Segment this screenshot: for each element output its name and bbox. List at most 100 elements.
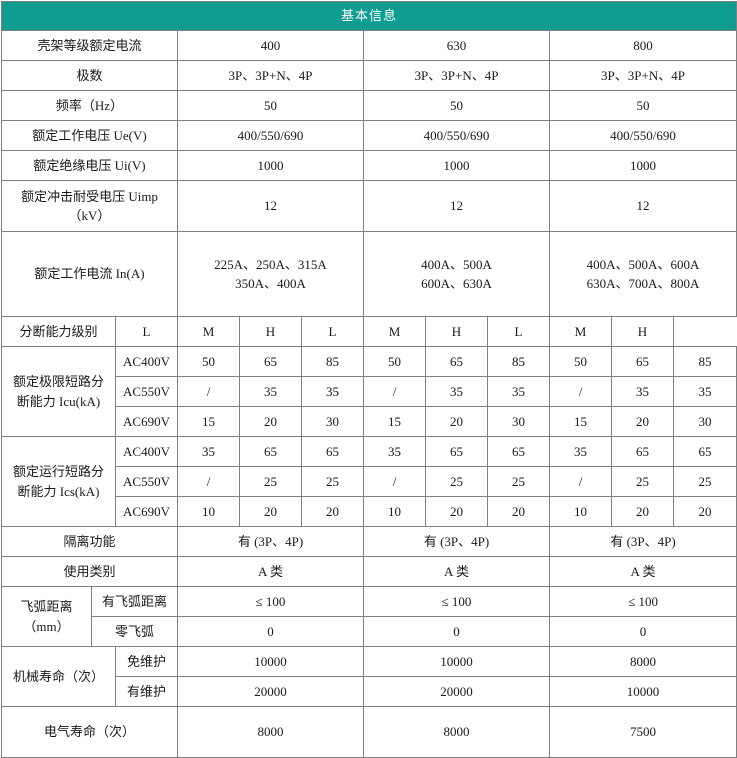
- row-label-frequency: 频率（Hz）: [1, 90, 178, 121]
- cell-icu-ac400v-800-L: 50: [549, 346, 612, 377]
- cell-icu-ac550v-400-H: 35: [301, 376, 364, 407]
- row-label-icu-line2: 断能力 Icu(kA): [16, 393, 101, 409]
- cell-in-630: 400A、500A 600A、630A: [363, 231, 550, 317]
- cell-icu-ac400v-400-H: 85: [301, 346, 364, 377]
- cell-icu-ac400v-630-H: 85: [487, 346, 550, 377]
- cell-icu-ac400v-400-L: 50: [177, 346, 240, 377]
- table-row: AC690V 15 20 30 15 20 30 15 20 30: [2, 406, 737, 437]
- cell-ics-ac550v-630-H: 25: [487, 466, 550, 497]
- cell-icu-ac690v-630-L: 15: [363, 406, 426, 437]
- table-row: 频率（Hz） 50 50 50: [1, 90, 737, 121]
- cell-icu-ac400v-630-L: 50: [363, 346, 426, 377]
- cell-arc-zero-630: 0: [363, 616, 550, 647]
- cell-ics-ac690v-800-L: 10: [549, 496, 612, 527]
- subheader-630-M: M: [363, 316, 426, 347]
- cell-arc-with-400: ≤ 100: [177, 586, 364, 617]
- cell-icu-ac690v-800-H: 30: [672, 406, 737, 437]
- cell-mech-free-400: 10000: [177, 646, 364, 677]
- cell-icu-ac550v-800-M: 35: [611, 376, 674, 407]
- subheader-800-H: H: [611, 316, 674, 347]
- cell-utilization-400: A 类: [177, 556, 364, 587]
- subheader-400-H: H: [239, 316, 302, 347]
- cell-ics-ac400v-400-H: 65: [301, 436, 364, 467]
- cell-in-400-line1: 225A、250A、315A: [214, 256, 327, 272]
- cell-ics-ac550v-630-M: 25: [425, 466, 488, 497]
- cell-icu-ac690v-400-M: 20: [239, 406, 302, 437]
- row-label-in: 额定工作电流 In(A): [1, 231, 178, 317]
- cell-ue-400: 400/550/690: [177, 120, 364, 151]
- cell-ics-ac400v-800-H: 65: [672, 436, 737, 467]
- row-label-uimp-line1: 额定冲击耐受电压 Uimp: [21, 188, 158, 204]
- row-label-isolation: 隔离功能: [1, 526, 178, 557]
- cell-frame-rating-800: 800: [548, 30, 737, 61]
- cell-isolation-800: 有 (3P、4P): [548, 526, 737, 557]
- cell-uimp-400: 12: [177, 180, 364, 232]
- cell-icu-ac400v-400-M: 65: [239, 346, 302, 377]
- row-label-mechanical-life: 机械寿命（次）: [1, 646, 116, 707]
- row-label-ui: 额定绝缘电压 Ui(V): [1, 150, 178, 181]
- cell-uimp-800: 12: [548, 180, 737, 232]
- subheader-400-M: M: [177, 316, 240, 347]
- table-row: 机械寿命（次） 免维护 10000 10000 8000: [1, 646, 737, 707]
- cell-frequency-630: 50: [363, 90, 550, 121]
- cell-ue-800: 400/550/690: [548, 120, 737, 151]
- table-row: 额定工作电压 Ue(V) 400/550/690 400/550/690 400…: [1, 120, 737, 151]
- cell-arc-zero-800: 0: [548, 616, 737, 647]
- table-row: AC690V 10 20 20 10 20 20 10 20 20: [2, 496, 737, 527]
- table-row: 额定绝缘电压 Ui(V) 1000 1000 1000: [1, 150, 737, 181]
- table-row: 额定冲击耐受电压 Uimp （kV） 12 12 12: [1, 180, 737, 232]
- cell-utilization-800: A 类: [548, 556, 737, 587]
- row-label-uimp: 额定冲击耐受电压 Uimp （kV）: [1, 180, 178, 232]
- cell-ui-800: 1000: [548, 150, 737, 181]
- sublabel-icu-ac690v: AC690V: [115, 406, 178, 437]
- cell-in-800-line1: 400A、500A、600A: [586, 256, 700, 272]
- sublabel-icu-ac550v: AC550V: [115, 376, 178, 407]
- cell-icu-ac400v-630-M: 65: [425, 346, 488, 377]
- cell-ics-ac400v-630-M: 65: [425, 436, 488, 467]
- cell-in-800: 400A、500A、600A 630A、700A、800A: [548, 231, 737, 317]
- cell-icu-ac690v-800-L: 15: [549, 406, 612, 437]
- cell-ics-ac550v-400-L: /: [177, 466, 240, 497]
- sublabel-maintenance-free: 免维护: [115, 646, 178, 677]
- cell-icu-ac690v-630-H: 30: [487, 406, 550, 437]
- table-row: 额定工作电流 In(A) 225A、250A、315A 350A、400A 40…: [1, 231, 737, 317]
- subheader-800-M: M: [549, 316, 612, 347]
- cell-ics-ac690v-400-L: 10: [177, 496, 240, 527]
- cell-icu-ac400v-800-M: 65: [611, 346, 674, 377]
- row-label-ue: 额定工作电压 Ue(V): [1, 120, 178, 151]
- cell-electrical-life-400: 8000: [177, 706, 364, 758]
- cell-icu-ac550v-400-M: 35: [239, 376, 302, 407]
- sublabel-arc-zero: 零飞弧: [91, 616, 178, 647]
- cell-ics-ac400v-630-H: 65: [487, 436, 550, 467]
- cell-ics-ac550v-400-M: 25: [239, 466, 302, 497]
- cell-electrical-life-630: 8000: [363, 706, 550, 758]
- table-row: 壳架等级额定电流 400 630 800: [1, 30, 737, 61]
- cell-ics-ac690v-630-M: 20: [425, 496, 488, 527]
- table-row: 使用类别 A 类 A 类 A 类: [1, 556, 737, 587]
- row-label-arc-distance-line2: （mm）: [23, 618, 70, 634]
- cell-frame-rating-630: 630: [363, 30, 550, 61]
- cell-ics-ac550v-800-M: 25: [611, 466, 674, 497]
- cell-icu-ac550v-400-L: /: [177, 376, 240, 407]
- cell-poles-400: 3P、3P+N、4P: [177, 60, 364, 91]
- cell-ui-400: 1000: [177, 150, 364, 181]
- cell-ics-ac550v-400-H: 25: [301, 466, 364, 497]
- cell-icu-ac690v-800-M: 20: [611, 406, 674, 437]
- cell-ics-ac690v-800-H: 20: [672, 496, 737, 527]
- cell-in-630-line2: 600A、630A: [421, 276, 492, 291]
- table-row: 隔离功能 有 (3P、4P) 有 (3P、4P) 有 (3P、4P): [1, 526, 737, 557]
- row-label-arc-distance: 飞弧距离 （mm）: [1, 586, 92, 647]
- cell-utilization-630: A 类: [363, 556, 550, 587]
- table-row: 极数 3P、3P+N、4P 3P、3P+N、4P 3P、3P+N、4P: [1, 60, 737, 91]
- cell-icu-ac550v-800-L: /: [549, 376, 612, 407]
- cell-mech-maint-630: 20000: [363, 676, 550, 707]
- sublabel-ics-ac690v: AC690V: [115, 496, 178, 527]
- cell-arc-zero-400: 0: [177, 616, 364, 647]
- sublabel-ics-ac550v: AC550V: [115, 466, 178, 497]
- cell-icu-ac550v-630-M: 35: [425, 376, 488, 407]
- cell-arc-with-800: ≤ 100: [548, 586, 737, 617]
- cell-frequency-400: 50: [177, 90, 364, 121]
- cell-in-630-line1: 400A、500A: [421, 256, 492, 272]
- cell-in-800-line2: 630A、700A、800A: [586, 276, 700, 291]
